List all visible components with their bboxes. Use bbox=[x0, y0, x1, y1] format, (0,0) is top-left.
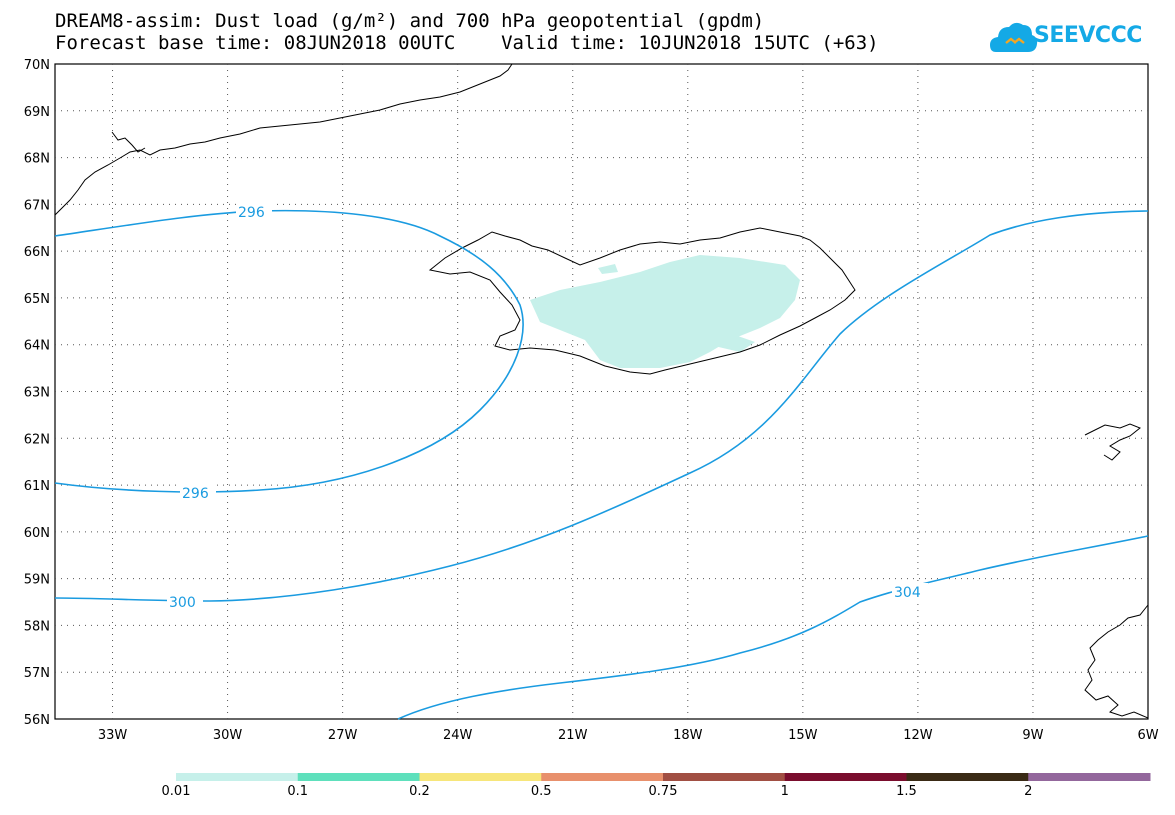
logo-text: SEEVCCC bbox=[1034, 23, 1142, 48]
lat-label: 63N bbox=[24, 386, 50, 401]
lat-label: 70N bbox=[24, 58, 50, 73]
lat-label: 68N bbox=[24, 152, 50, 167]
colorbar-label: 0.5 bbox=[530, 784, 552, 799]
lat-label: 57N bbox=[24, 666, 50, 681]
scotland-coastline bbox=[1084, 604, 1149, 719]
dust-area bbox=[530, 255, 800, 368]
lat-label: 66N bbox=[24, 245, 50, 260]
colorbar-swatch bbox=[1028, 773, 1151, 781]
colorbar-label: 2 bbox=[1024, 784, 1033, 799]
colorbar-swatch bbox=[419, 773, 542, 781]
lon-label: 12W bbox=[903, 728, 933, 743]
colorbar-label: 1.5 bbox=[896, 784, 917, 799]
colorbar-label: 0.01 bbox=[161, 784, 191, 799]
colorbar-label: 1 bbox=[780, 784, 789, 799]
lon-label: 9W bbox=[1022, 728, 1043, 743]
seevccc-cloud-icon bbox=[990, 22, 1038, 52]
contour-300 bbox=[54, 210, 1149, 602]
greenland-coastline bbox=[54, 63, 513, 216]
colorbar-swatch bbox=[176, 773, 299, 781]
contour-label-296-a: 296 bbox=[238, 205, 265, 221]
lon-label: 30W bbox=[213, 728, 243, 743]
colorbar-swatch bbox=[784, 773, 907, 781]
latitude-labels: 70N 69N 68N 67N 66N 65N 64N 63N 62N 61N 60N 59N 58N 5… bbox=[24, 58, 50, 728]
greenland-peninsula bbox=[111, 131, 146, 153]
lat-label: 64N bbox=[24, 339, 50, 354]
lon-label: 24W bbox=[443, 728, 473, 743]
colorbar-label: 0.75 bbox=[648, 784, 678, 799]
lat-label: 60N bbox=[24, 526, 50, 541]
lat-label: 69N bbox=[24, 105, 50, 120]
lat-label: 56N bbox=[24, 713, 50, 728]
lat-label: 59N bbox=[24, 573, 50, 588]
colorbar-swatch bbox=[663, 773, 786, 781]
lon-label: 33W bbox=[98, 728, 128, 743]
colorbar-label: 0.1 bbox=[287, 784, 309, 799]
contour-304 bbox=[397, 535, 1149, 720]
dust-area-east bbox=[710, 335, 755, 352]
lon-label: 6W bbox=[1137, 728, 1158, 743]
lat-label: 65N bbox=[24, 292, 50, 307]
title-line-1: DREAM8-assim: Dust load (g/m²) and 700 h… bbox=[55, 10, 765, 32]
lat-label: 58N bbox=[24, 619, 50, 634]
colorbar-swatch bbox=[541, 773, 664, 781]
colorbar-label: 0.2 bbox=[409, 784, 430, 799]
longitude-labels: 33W 30W 27W 24W 21W 18W 15W 12W 9W 6W bbox=[98, 728, 1159, 743]
title-line-2: Forecast base time: 08JUN2018 00UTC Vali… bbox=[55, 32, 879, 54]
lat-label: 61N bbox=[24, 479, 50, 494]
lon-label: 21W bbox=[558, 728, 588, 743]
contour-label-304: 304 bbox=[894, 585, 921, 601]
iceland-coastline bbox=[428, 227, 856, 375]
colorbar-swatch bbox=[297, 773, 420, 781]
lon-label: 18W bbox=[673, 728, 703, 743]
contour-label-300: 300 bbox=[169, 595, 196, 611]
contour-labels: 296 296 300 304 bbox=[167, 203, 928, 611]
colorbar-swatch bbox=[906, 773, 1029, 781]
lon-label: 27W bbox=[328, 728, 358, 743]
contour-label-296-b: 296 bbox=[182, 486, 209, 502]
colorbar bbox=[176, 773, 1151, 781]
faroe-islands bbox=[1084, 423, 1141, 461]
dust-area-small bbox=[598, 264, 618, 274]
lat-label: 67N bbox=[24, 198, 50, 213]
lon-label: 15W bbox=[788, 728, 818, 743]
lat-label: 62N bbox=[24, 432, 50, 447]
